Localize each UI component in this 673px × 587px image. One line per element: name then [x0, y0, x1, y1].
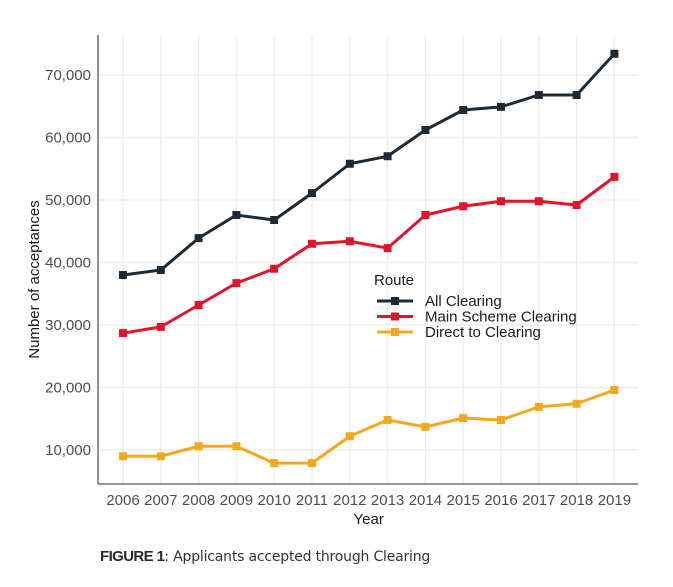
- legend-key-marker: [391, 312, 399, 321]
- data-point-main-scheme-clearing: [497, 197, 505, 206]
- data-point-direct-to-clearing: [345, 432, 354, 441]
- y-axis-ticks: 10,000 20,000 30,000 40,000 50,000 60,000 70,0…: [45, 67, 91, 459]
- x-tick-label: 2013: [371, 492, 404, 509]
- y-tick-label: 50,000: [45, 192, 91, 209]
- series-all-clearing: [119, 49, 619, 279]
- data-point-main-scheme-clearing: [421, 211, 430, 219]
- data-point-main-scheme-clearing: [610, 172, 619, 181]
- gridlines: [98, 35, 638, 484]
- series-direct-to-clearing: [119, 386, 619, 468]
- x-tick-label: 2016: [484, 492, 517, 509]
- series-line-all-clearing: [122, 52, 616, 277]
- legend-item-main-scheme-clearing: Main Scheme Clearing: [377, 309, 577, 326]
- data-point-direct-to-clearing: [270, 459, 279, 468]
- data-point-all-clearing: [459, 106, 468, 114]
- series-line-direct-to-clearing: [123, 388, 615, 465]
- data-point-direct-to-clearing: [534, 402, 543, 411]
- legend-key-marker: [391, 328, 399, 336]
- data-point-direct-to-clearing: [383, 416, 392, 424]
- data-point-all-clearing: [232, 211, 241, 219]
- data-point-direct-to-clearing: [156, 452, 165, 461]
- legend-item-all-clearing: All Clearing: [377, 293, 502, 310]
- data-point-all-clearing: [345, 159, 354, 168]
- data-point-all-clearing: [119, 271, 127, 279]
- x-tick-label: 2017: [522, 492, 555, 509]
- data-point-direct-to-clearing: [610, 386, 619, 394]
- data-point-all-clearing: [421, 126, 430, 134]
- x-tick-label: 2015: [447, 492, 480, 509]
- figure-caption-text: : Applicants accepted through Clearing: [164, 549, 431, 565]
- data-point-direct-to-clearing: [308, 459, 316, 468]
- data-point-direct-to-clearing: [194, 442, 203, 451]
- data-point-main-scheme-clearing: [119, 329, 127, 338]
- data-point-all-clearing: [610, 49, 619, 58]
- data-point-main-scheme-clearing: [383, 244, 392, 253]
- data-point-direct-to-clearing: [421, 422, 430, 431]
- figure-label: FIGURE 1: [100, 548, 165, 565]
- y-tick-label: 60,000: [45, 130, 91, 147]
- data-point-main-scheme-clearing: [345, 237, 354, 246]
- data-point-main-scheme-clearing: [534, 197, 543, 206]
- line-chart: 10,000 20,000 30,000 40,000 50,000 60,000 70,0…: [26, 35, 638, 528]
- y-tick-label: 40,000: [45, 255, 91, 272]
- data-point-main-scheme-clearing: [308, 239, 316, 248]
- x-tick-label: 2010: [258, 492, 291, 509]
- y-tick-label: 30,000: [45, 317, 91, 334]
- data-point-all-clearing: [534, 91, 543, 99]
- series-main-scheme-clearing: [119, 172, 619, 338]
- data-point-main-scheme-clearing: [194, 301, 203, 309]
- legend-item-direct-to-clearing: Direct to Clearing: [377, 324, 541, 341]
- x-axis-title: Year: [354, 511, 384, 528]
- data-point-all-clearing: [270, 216, 279, 224]
- data-point-all-clearing: [194, 234, 203, 243]
- x-tick-label: 2008: [182, 492, 215, 509]
- legend-label: All Clearing: [425, 293, 502, 310]
- y-tick-label: 70,000: [45, 67, 91, 84]
- data-point-main-scheme-clearing: [572, 201, 581, 209]
- series-line-main-scheme-clearing: [122, 175, 616, 335]
- x-tick-label: 2014: [409, 492, 442, 509]
- data-point-all-clearing: [156, 266, 165, 274]
- x-tick-label: 2009: [220, 492, 253, 509]
- data-point-direct-to-clearing: [572, 399, 581, 408]
- data-point-direct-to-clearing: [119, 452, 127, 461]
- x-tick-label: 2019: [598, 492, 631, 509]
- data-point-main-scheme-clearing: [232, 279, 241, 288]
- data-point-main-scheme-clearing: [459, 202, 468, 211]
- legend-title: Route: [374, 272, 414, 289]
- y-axis-title: Number of acceptances: [26, 200, 43, 358]
- y-tick-label: 20,000: [45, 380, 91, 397]
- x-tick-label: 2012: [333, 492, 366, 509]
- axes: [97, 35, 638, 485]
- figure-caption: FIGURE 1: Applicants accepted through Cl…: [100, 548, 430, 565]
- x-axis-ticks: 2006 2007 2008 2009 2010 2011 2012 2013 2014 2015…: [106, 492, 631, 509]
- x-tick-label: 2006: [106, 492, 139, 509]
- legend-key-marker: [391, 297, 399, 305]
- legend-label: Direct to Clearing: [425, 324, 541, 341]
- data-point-all-clearing: [308, 189, 316, 198]
- legend-label: Main Scheme Clearing: [425, 309, 577, 326]
- data-point-main-scheme-clearing: [270, 264, 279, 273]
- data-point-all-clearing: [383, 152, 392, 161]
- x-tick-label: 2007: [144, 492, 177, 509]
- data-point-direct-to-clearing: [497, 416, 505, 424]
- x-tick-label: 2018: [560, 492, 593, 509]
- data-point-all-clearing: [572, 91, 581, 99]
- x-tick-label: 2011: [296, 492, 328, 509]
- y-tick-label: 10,000: [45, 442, 91, 459]
- series-lines: [119, 49, 619, 468]
- data-point-direct-to-clearing: [459, 414, 468, 423]
- data-point-direct-to-clearing: [232, 442, 241, 451]
- data-point-all-clearing: [497, 102, 505, 111]
- data-point-main-scheme-clearing: [156, 322, 165, 331]
